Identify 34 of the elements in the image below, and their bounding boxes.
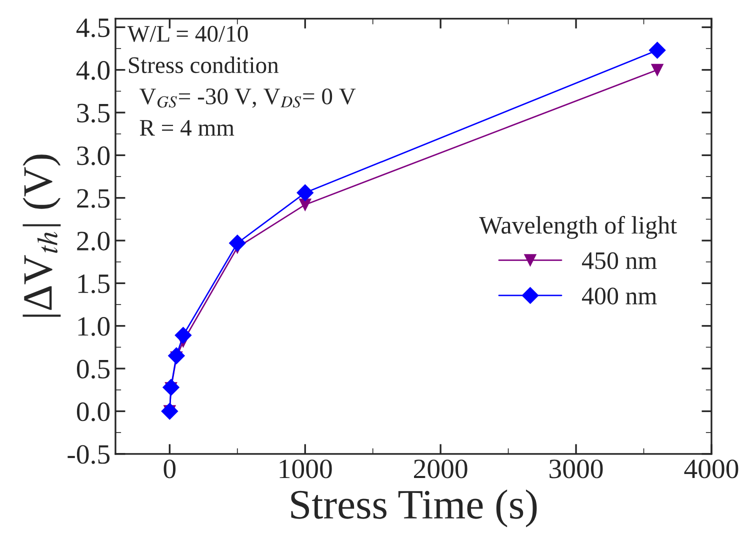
- y-axis-title: |ΔV$_{th}$| (V): [22, 154, 61, 317]
- annotation: V$_{GS}$= -30 V, V$_{DS}$= 0 V: [139, 88, 356, 108]
- x-tick-label: 2000: [414, 460, 468, 478]
- y-tick-label: 4.0: [76, 61, 110, 80]
- point: [161, 402, 178, 420]
- point: [174, 326, 192, 344]
- x-tick-label: 4000: [684, 460, 738, 478]
- y-tick-label: 0.5: [76, 360, 110, 379]
- point: [299, 198, 312, 211]
- annotation: W/L = 40/10: [127, 26, 248, 42]
- point: [168, 347, 185, 364]
- y-tick-label: 1.5: [78, 274, 110, 294]
- y-tick-label: 3.5: [77, 104, 110, 123]
- y-tick-label: 4.5: [76, 18, 110, 38]
- y-tick-label: 2.0: [77, 232, 110, 251]
- y-tick-label: -0.5: [68, 445, 110, 464]
- legend-title: Wavelength of light: [479, 216, 677, 239]
- point: [296, 184, 314, 202]
- y-tick-label: 3.0: [77, 146, 110, 166]
- legend-label: 400 nm: [582, 288, 657, 304]
- point: [229, 234, 246, 252]
- legend-label: 450 nm: [582, 252, 657, 270]
- point: [162, 378, 180, 396]
- annotation: R = 4 mm: [140, 120, 234, 136]
- x-tick-label: 3000: [550, 460, 603, 478]
- point: [648, 42, 666, 59]
- y-tick-label: 1.0: [78, 317, 110, 336]
- y-tick-label: 2.5: [77, 189, 110, 208]
- point: [651, 64, 664, 76]
- y-tick-label: 0.0: [76, 402, 110, 422]
- x-tick-label: 0: [164, 460, 176, 478]
- x-tick-label: 1000: [280, 460, 332, 478]
- x-axis-title: Stress Time (s): [291, 490, 537, 528]
- annotation: Stress condition: [128, 56, 279, 74]
